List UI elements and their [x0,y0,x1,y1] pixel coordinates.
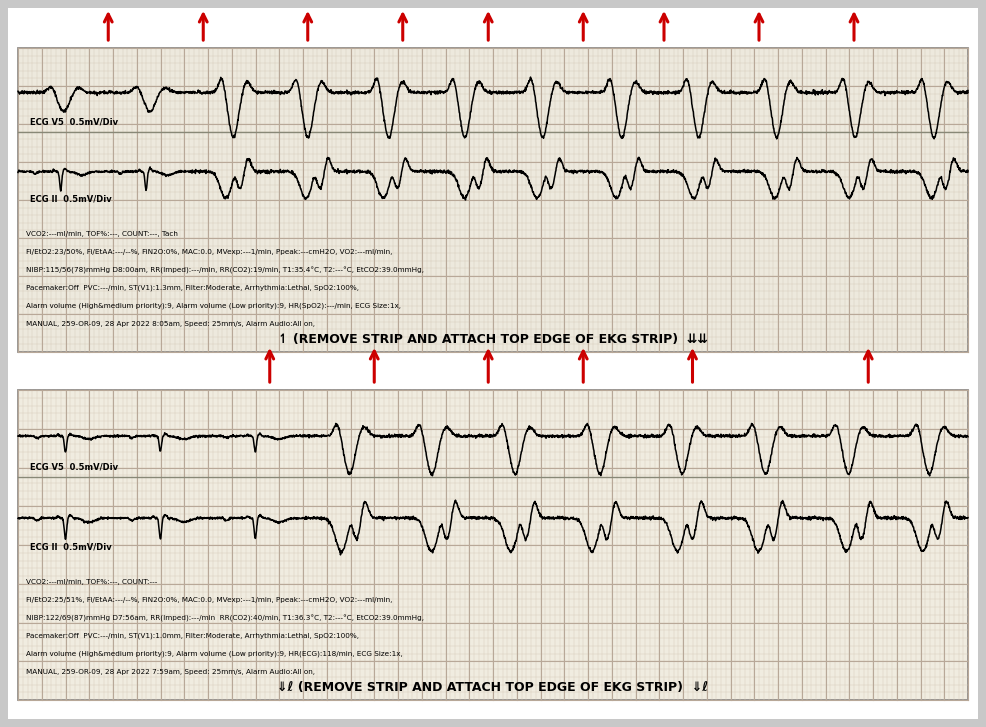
Text: NIBP:115/56(78)mmHg D8:00am, RR(Imped):---/min, RR(CO2):19/min, T1:35.4°C, T2:--: NIBP:115/56(78)mmHg D8:00am, RR(Imped):-… [26,266,424,273]
Bar [18,390,968,700]
Text: ECG V5  0.5mV/Div: ECG V5 0.5mV/Div [30,118,118,126]
Text: MANUAL, 259-OR-09, 28 Apr 2022 8:05am, Speed: 25mm/s, Alarm Audio:All on,: MANUAL, 259-OR-09, 28 Apr 2022 8:05am, S… [26,321,315,327]
Text: Pacemaker:Off  PVC:---/min, ST(V1):1.0mm, Filter:Moderate, Arrhythmia:Lethal, Sp: Pacemaker:Off PVC:---/min, ST(V1):1.0mm,… [26,632,359,639]
Text: Fi/EtO2:23/50%, Fi/EtAA:---/--%, FiN2O:0%, MAC:0.0, MVexp:---1/min, Ppeak:---cmH: Fi/EtO2:23/50%, Fi/EtAA:---/--%, FiN2O:0… [26,249,392,255]
Text: ↿ (REMOVE STRIP AND ATTACH TOP EDGE OF EKG STRIP)  ⇊⇊: ↿ (REMOVE STRIP AND ATTACH TOP EDGE OF E… [278,334,708,347]
Text: Alarm volume (High&medium priority):9, Alarm volume (Low priority):9, HR(SpO2):-: Alarm volume (High&medium priority):9, A… [26,302,401,309]
Text: ECG V5  0.5mV/Div: ECG V5 0.5mV/Div [30,462,118,472]
Text: VCO2:---ml/min, TOF%:---, COUNT:---: VCO2:---ml/min, TOF%:---, COUNT:--- [26,579,158,585]
Text: NIBP:122/69(87)mmHg D7:56am, RR(Imped):---/min  RR(CO2):40/min, T1:36.3°C, T2:--: NIBP:122/69(87)mmHg D7:56am, RR(Imped):-… [26,614,424,622]
Text: VCO2:---ml/min, TOF%:---, COUNT:---, Tach: VCO2:---ml/min, TOF%:---, COUNT:---, Tac… [26,231,177,237]
Text: MANUAL, 259-OR-09, 28 Apr 2022 7:59am, Speed: 25mm/s, Alarm Audio:All on,: MANUAL, 259-OR-09, 28 Apr 2022 7:59am, S… [26,669,315,675]
Text: Alarm volume (High&medium priority):9, Alarm volume (Low priority):9, HR(ECG):11: Alarm volume (High&medium priority):9, A… [26,651,402,657]
Text: ⇓ℓ (REMOVE STRIP AND ATTACH TOP EDGE OF EKG STRIP)  ⇓ℓ: ⇓ℓ (REMOVE STRIP AND ATTACH TOP EDGE OF … [277,681,709,694]
Text: Fi/EtO2:25/51%, Fi/EtAA:---/--%, FiN2O:0%, MAC:0.0, MVexp:---1/min, Ppeak:---cmH: Fi/EtO2:25/51%, Fi/EtAA:---/--%, FiN2O:0… [26,597,392,603]
Text: ECG II  0.5mV/Div: ECG II 0.5mV/Div [30,195,111,204]
Bar [18,48,968,352]
Text: Pacemaker:Off  PVC:---/min, ST(V1):1.3mm, Filter:Moderate, Arrhythmia:Lethal, Sp: Pacemaker:Off PVC:---/min, ST(V1):1.3mm,… [26,285,359,292]
Text: ECG II  0.5mV/Div: ECG II 0.5mV/Div [30,542,111,552]
